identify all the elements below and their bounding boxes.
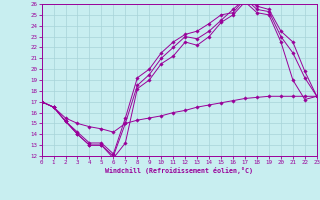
X-axis label: Windchill (Refroidissement éolien,°C): Windchill (Refroidissement éolien,°C) (105, 167, 253, 174)
